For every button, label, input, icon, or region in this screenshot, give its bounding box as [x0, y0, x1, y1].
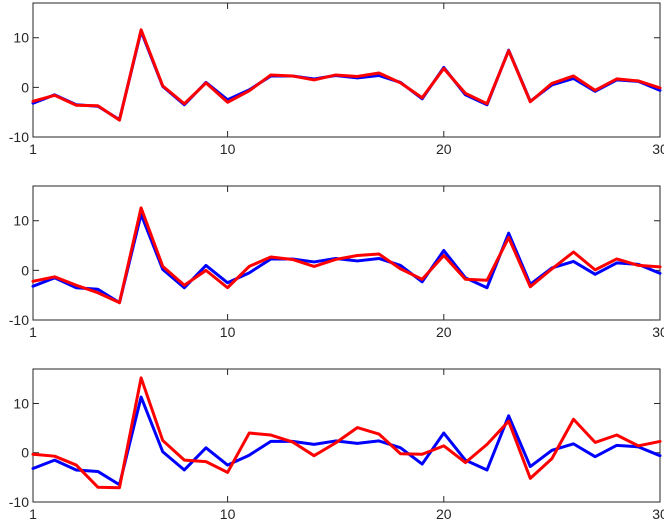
y-tick-label: 0: [21, 262, 29, 278]
blue-series-line: [31, 395, 662, 487]
y-tick-label: 10: [13, 213, 29, 229]
y-tick-label: -10: [9, 129, 29, 145]
red-series-line: [31, 206, 662, 305]
x-tick-label: 20: [436, 324, 452, 340]
x-tick-label: 10: [220, 141, 236, 157]
x-tick-label: 1: [29, 506, 37, 522]
chart-panel-3: 1 10 20 30 -10 0 10: [9, 368, 664, 522]
x-tick-label: 20: [436, 141, 452, 157]
y-tick-label: -10: [9, 494, 29, 510]
y-tick-label: 10: [13, 30, 29, 46]
x-tick-label: 10: [220, 324, 236, 340]
axes-frame: [32, 185, 661, 321]
x-tick-label: 20: [436, 506, 452, 522]
x-tick-label: 1: [29, 141, 37, 157]
red-series-line: [31, 376, 662, 490]
chart-panel-1: 1 10 20 30 -10 0 10: [9, 2, 664, 157]
y-tick-label: 0: [21, 445, 29, 461]
y-tick-label: 0: [21, 79, 29, 95]
y-tick-label: 10: [13, 395, 29, 411]
y-tick-label: -10: [9, 312, 29, 328]
chart-panel-2: 1 10 20 30 -10 0 10: [9, 185, 664, 340]
axes-frame: [32, 368, 661, 503]
axes-frame: [32, 2, 661, 138]
red-series-line: [31, 28, 662, 122]
x-tick-label: 10: [220, 506, 236, 522]
x-tick-label: 30: [652, 324, 664, 340]
x-tick-label: 30: [652, 141, 664, 157]
x-tick-label: 30: [652, 506, 664, 522]
x-tick-label: 1: [29, 324, 37, 340]
